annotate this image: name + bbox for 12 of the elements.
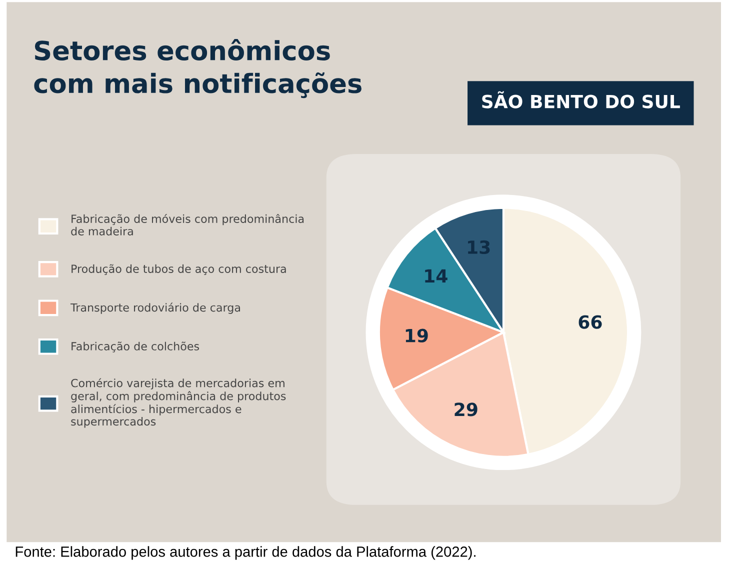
legend-label: Transporte rodoviário de carga [70, 302, 240, 314]
chart-subtitle: SÃO BENTO DO SUL [482, 91, 680, 108]
legend-label: Comércio varejista de mercadorias em geral, com predominância de produtos alimentícios - hipermercados e supermercados [71, 378, 286, 428]
legend-label: Fabricação de colchões [72, 342, 200, 352]
legend-label: Produção de tubos de aço com costura [72, 264, 286, 275]
source-note: Fonte: Elaborado pelos autores a partir de dados da Plataforma (2022). [16, 546, 476, 560]
data-label: 14 [425, 269, 448, 283]
chart-title: Setores econômicos com mais notificações [34, 39, 362, 98]
data-label: 19 [406, 328, 428, 342]
data-label: 66 [578, 315, 602, 329]
data-label: 29 [454, 402, 478, 416]
legend-label: Fabricação de móveis com predominância de madeira [71, 214, 304, 236]
